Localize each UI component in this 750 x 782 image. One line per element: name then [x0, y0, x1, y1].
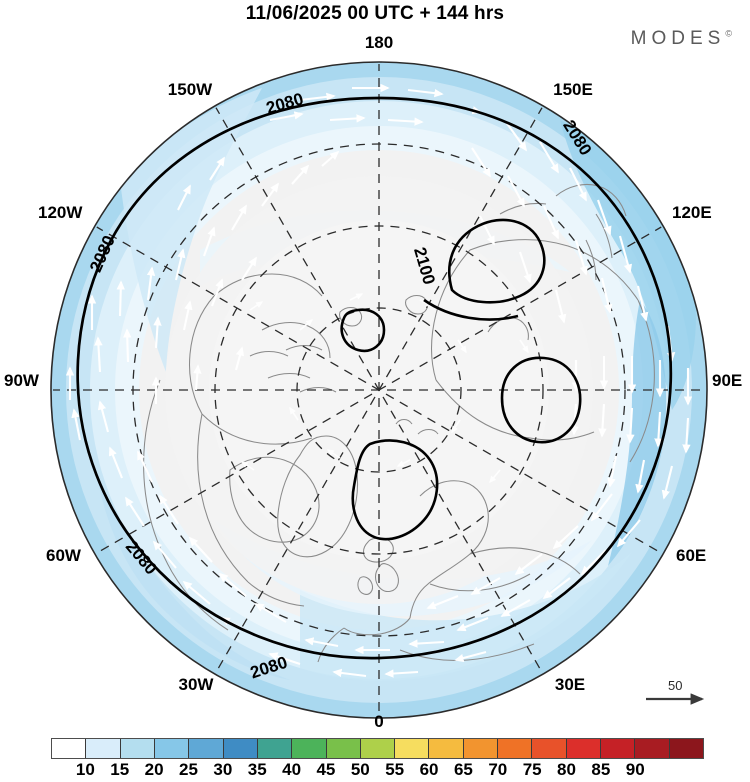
colorbar-segment [566, 739, 601, 758]
colorbar-tick-label: 15 [110, 760, 130, 779]
colorbar-tick-label: 75 [522, 760, 542, 779]
polar-map: 2080 2080 2080 2080 2080 2100 [50, 61, 708, 719]
colorbar-segment [189, 739, 224, 758]
lon-label-90w: 90W [4, 371, 39, 390]
colorbar-tick-label: 35 [247, 760, 267, 779]
modes-logo-text: MODES [630, 28, 726, 49]
lon-label-30w: 30W [178, 675, 214, 694]
colorbar-segment [154, 739, 190, 758]
colorbar-tick-label: 85 [591, 760, 611, 779]
contour-lines [76, 96, 673, 660]
colorbar-segment [601, 739, 636, 758]
colorbar-segment [395, 739, 430, 758]
colorbar[interactable] [51, 738, 704, 759]
colorbar-segment [326, 739, 361, 758]
colorbar-tick-label: 90 [625, 760, 645, 779]
colorbar-tick-label: 25 [179, 760, 198, 779]
page-title: 11/06/2025 00 UTC + 144 hrs [245, 3, 505, 24]
map-svg [50, 61, 708, 719]
colorbar-tick-label: 60 [419, 760, 439, 779]
lon-label-0: 0 [374, 712, 384, 731]
lon-label-120w: 120W [38, 203, 83, 222]
colorbar-tick-label: 70 [488, 760, 508, 779]
colorbar-segment [257, 739, 293, 758]
lon-label-150w: 150W [167, 80, 213, 99]
lon-label-150e: 150E [553, 80, 593, 99]
vector-scale-label: 50 [668, 678, 683, 693]
lon-label-90e: 90E [712, 371, 743, 390]
copyright-icon: © [725, 28, 732, 39]
colorbar-tick-label: 80 [557, 760, 576, 779]
graticule [53, 64, 705, 716]
colorbar-segment [223, 739, 258, 758]
colorbar-segment [532, 739, 567, 758]
lon-label-120e: 120E [672, 203, 712, 222]
colorbar-segment [52, 739, 87, 758]
colorbar-segment [120, 739, 155, 758]
colorbar-tick-label: 10 [75, 760, 95, 779]
colorbar-segment [86, 739, 121, 758]
colorbar-tick-label: 40 [282, 760, 302, 779]
lon-label-60e: 60E [676, 546, 707, 565]
colorbar-tick-label: 45 [316, 760, 336, 779]
colorbar-ticks: 10 15 20 25 30 35 40 45 50 55 60 65 70 75 80 85 90 [51, 760, 704, 782]
colorbar-segment [635, 739, 670, 758]
colorbar-tick-label: 50 [350, 760, 370, 779]
colorbar-tick-label: 30 [213, 760, 233, 779]
colorbar-segment [360, 739, 396, 758]
lon-label-30e: 30E [554, 675, 586, 694]
colorbar-tick-label: 55 [385, 760, 405, 779]
colorbar-tick-label: 20 [144, 760, 164, 779]
lon-label-60w: 60W [46, 546, 81, 565]
colorbar-segment [292, 739, 327, 758]
lon-label-180: 180 [364, 33, 394, 52]
modes-logo: MODES© [631, 28, 732, 50]
colorbar-segment [429, 739, 464, 758]
colorbar-segment [463, 739, 499, 758]
colorbar-segment [498, 739, 533, 758]
colorbar-tick-label: 65 [453, 760, 473, 779]
globe-outline [50, 61, 708, 719]
colorbar-segment [669, 739, 703, 758]
